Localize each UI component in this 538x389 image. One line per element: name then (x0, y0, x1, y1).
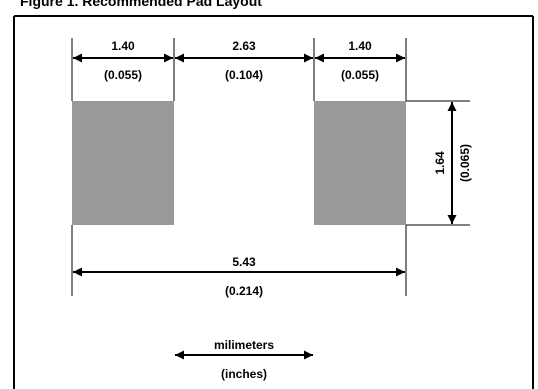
figure-title: Figure 1. Recommended Pad Layout (20, 0, 262, 9)
left-pad-width-mm-label: 1.40 (111, 39, 135, 53)
left-pad-width-in-label: (0.055) (104, 68, 142, 82)
right-pad (314, 101, 406, 225)
pad-height-in-label: (0.065) (458, 144, 472, 182)
legend-units-primary: milimeters (214, 338, 274, 352)
pad-height-mm-label: 1.64 (433, 151, 447, 175)
legend-units-secondary: (inches) (221, 367, 267, 381)
overall-length-mm-label: 5.43 (232, 255, 256, 269)
gap-in-label: (0.104) (225, 68, 263, 82)
gap-mm-label: 2.63 (232, 39, 256, 53)
overall-length-in-label: (0.214) (225, 284, 263, 298)
right-pad-width-in-label: (0.055) (341, 68, 379, 82)
right-pad-width-mm-label: 1.40 (348, 39, 372, 53)
left-pad (72, 101, 174, 225)
